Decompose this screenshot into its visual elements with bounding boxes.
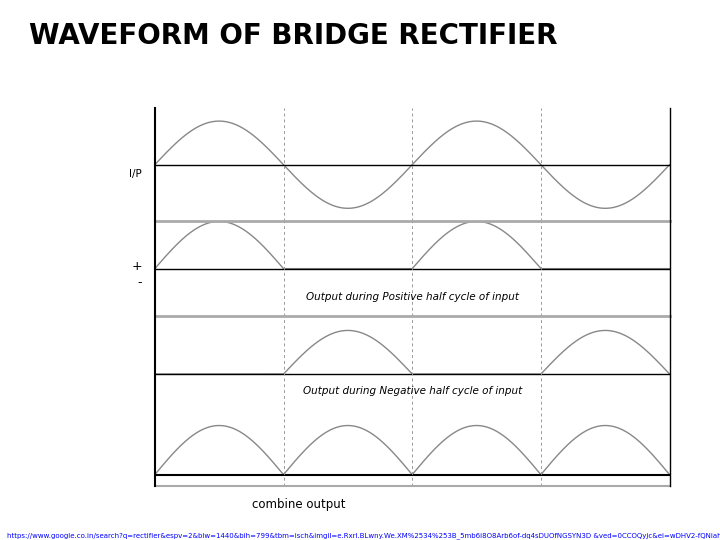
Text: combine output: combine output — [252, 498, 346, 511]
Text: I/P: I/P — [129, 169, 142, 179]
Text: https://www.google.co.in/search?q=rectifier&espv=2&biw=1440&bih=799&tbm=isch&img: https://www.google.co.in/search?q=rectif… — [7, 532, 720, 539]
Text: WAVEFORM OF BRIDGE RECTIFIER: WAVEFORM OF BRIDGE RECTIFIER — [29, 22, 557, 50]
Text: -: - — [138, 276, 142, 289]
Text: Output during Negative half cycle of input: Output during Negative half cycle of inp… — [302, 387, 522, 396]
Text: +: + — [131, 260, 142, 273]
Text: Output during Positive half cycle of input: Output during Positive half cycle of inp… — [306, 292, 518, 302]
